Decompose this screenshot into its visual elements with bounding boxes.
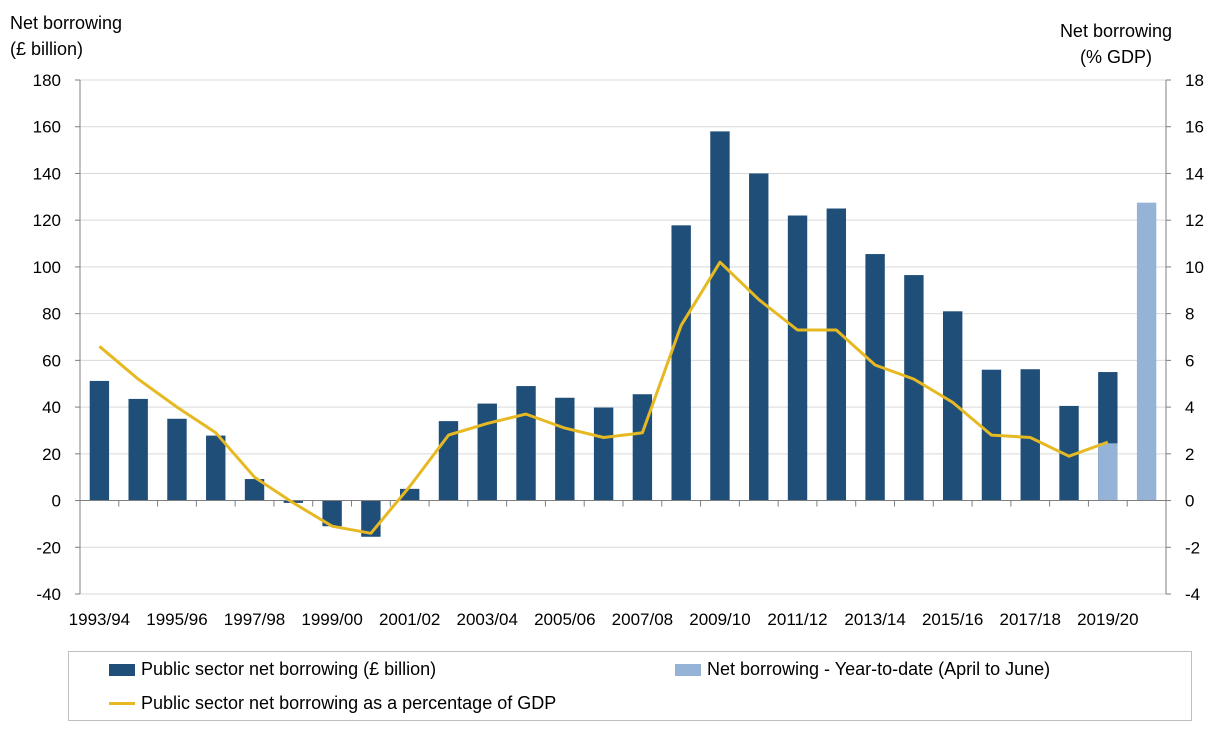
- bar-net-borrowing: [128, 398, 148, 501]
- bar-net-borrowing: [555, 397, 575, 501]
- chart-legend: Public sector net borrowing (£ billion) …: [68, 651, 1192, 721]
- bar-net-borrowing: [516, 386, 536, 501]
- x-tick-label: 2001/02: [379, 610, 440, 629]
- legend-swatch-line: [109, 702, 135, 705]
- bar-net-borrowing: [787, 215, 808, 501]
- left-tick-label: -40: [36, 585, 61, 604]
- legend-item-line-series: Public sector net borrowing as a percent…: [109, 693, 556, 714]
- bar-net-borrowing: [904, 275, 924, 501]
- bar-net-borrowing: [477, 403, 497, 501]
- x-tick-label: 2007/08: [612, 610, 673, 629]
- legend-swatch-bar: [109, 663, 135, 676]
- chart-plot-area: -40-20020406080100120140160180-4-2024681…: [33, 71, 1204, 629]
- right-tick-label: 12: [1185, 211, 1204, 230]
- bar-net-borrowing: [671, 225, 691, 501]
- right-tick-label: 16: [1185, 118, 1204, 137]
- bar-net-borrowing: [826, 208, 847, 501]
- x-tick-label: 1999/00: [301, 610, 362, 629]
- left-tick-label: 100: [33, 258, 61, 277]
- bar-net-borrowing: [89, 380, 110, 501]
- bar-net-borrowing: [167, 418, 187, 501]
- bar-net-borrowing: [749, 173, 769, 501]
- left-tick-label: 80: [42, 305, 61, 324]
- left-tick-label: 60: [42, 351, 61, 370]
- left-axis-title-line2: (£ billion): [10, 39, 84, 59]
- left-tick-label: 40: [42, 398, 61, 417]
- right-tick-label: -4: [1185, 585, 1200, 604]
- bar-net-borrowing: [322, 500, 342, 527]
- right-tick-label: 0: [1185, 492, 1194, 511]
- x-tick-label: 2003/04: [457, 610, 518, 629]
- bar-net-borrowing: [244, 479, 265, 501]
- legend-swatch-ytd: [675, 663, 701, 676]
- x-tick-label: 2017/18: [1000, 610, 1061, 629]
- x-tick-label: 1993/94: [69, 610, 130, 629]
- left-tick-label: 0: [52, 492, 61, 511]
- legend-label-bar: Public sector net borrowing (£ billion): [141, 659, 437, 679]
- legend-label-line: Public sector net borrowing as a percent…: [141, 693, 557, 713]
- right-tick-label: 10: [1185, 258, 1204, 277]
- legend-label-ytd: Net borrowing - Year-to-date (April to J…: [707, 659, 1051, 679]
- line-percent-gdp: [98, 260, 1109, 535]
- right-tick-label: 6: [1185, 351, 1194, 370]
- bar-net-borrowing: [710, 131, 730, 501]
- bar-net-borrowing: [206, 435, 226, 501]
- left-tick-label: -20: [36, 538, 61, 557]
- x-tick-label: 2019/20: [1077, 610, 1138, 629]
- right-tick-label: 14: [1185, 164, 1204, 183]
- x-tick-label: 1997/98: [224, 610, 285, 629]
- right-tick-label: 18: [1185, 71, 1204, 90]
- right-axis-title: Net borrowing (% GDP): [1060, 18, 1172, 70]
- x-tick-label: 2011/12: [767, 610, 827, 629]
- bar-net-borrowing: [942, 311, 963, 501]
- bar-net-borrowing: [399, 488, 420, 501]
- bar-net-borrowing: [865, 254, 885, 501]
- left-tick-label: 120: [33, 211, 61, 230]
- x-tick-label: 1995/96: [146, 610, 207, 629]
- left-tick-label: 160: [33, 118, 61, 137]
- right-tick-label: -2: [1185, 538, 1200, 557]
- x-tick-label: 2005/06: [534, 610, 595, 629]
- legend-item-ytd-series: Net borrowing - Year-to-date (April to J…: [675, 659, 1050, 680]
- x-tick-label: 2009/10: [689, 610, 750, 629]
- bar-year-to-date: [1098, 443, 1118, 501]
- right-axis-title-line1: Net borrowing: [1059, 21, 1172, 41]
- x-tick-label: 2013/14: [844, 610, 905, 629]
- bar-net-borrowing: [1059, 405, 1079, 501]
- right-tick-label: 2: [1185, 445, 1194, 464]
- left-tick-label: 180: [33, 71, 61, 90]
- left-axis-title-line1: Net borrowing: [10, 13, 123, 33]
- left-tick-label: 20: [42, 445, 61, 464]
- x-tick-label: 2015/16: [922, 610, 983, 629]
- right-axis-title-line2: (% GDP): [1079, 47, 1152, 67]
- legend-item-bar-series: Public sector net borrowing (£ billion): [109, 659, 436, 680]
- bar-year-to-date: [1136, 202, 1157, 501]
- left-tick-label: 140: [33, 164, 61, 183]
- bar-net-borrowing: [593, 407, 614, 501]
- right-tick-label: 8: [1185, 305, 1194, 324]
- left-axis-title: Net borrowing (£ billion): [10, 10, 122, 62]
- bar-net-borrowing: [1020, 369, 1040, 501]
- right-tick-label: 4: [1185, 398, 1194, 417]
